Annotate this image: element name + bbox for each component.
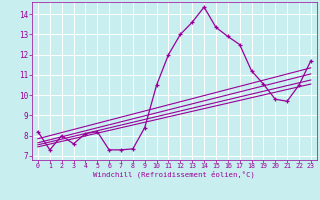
X-axis label: Windchill (Refroidissement éolien,°C): Windchill (Refroidissement éolien,°C): [93, 171, 255, 178]
